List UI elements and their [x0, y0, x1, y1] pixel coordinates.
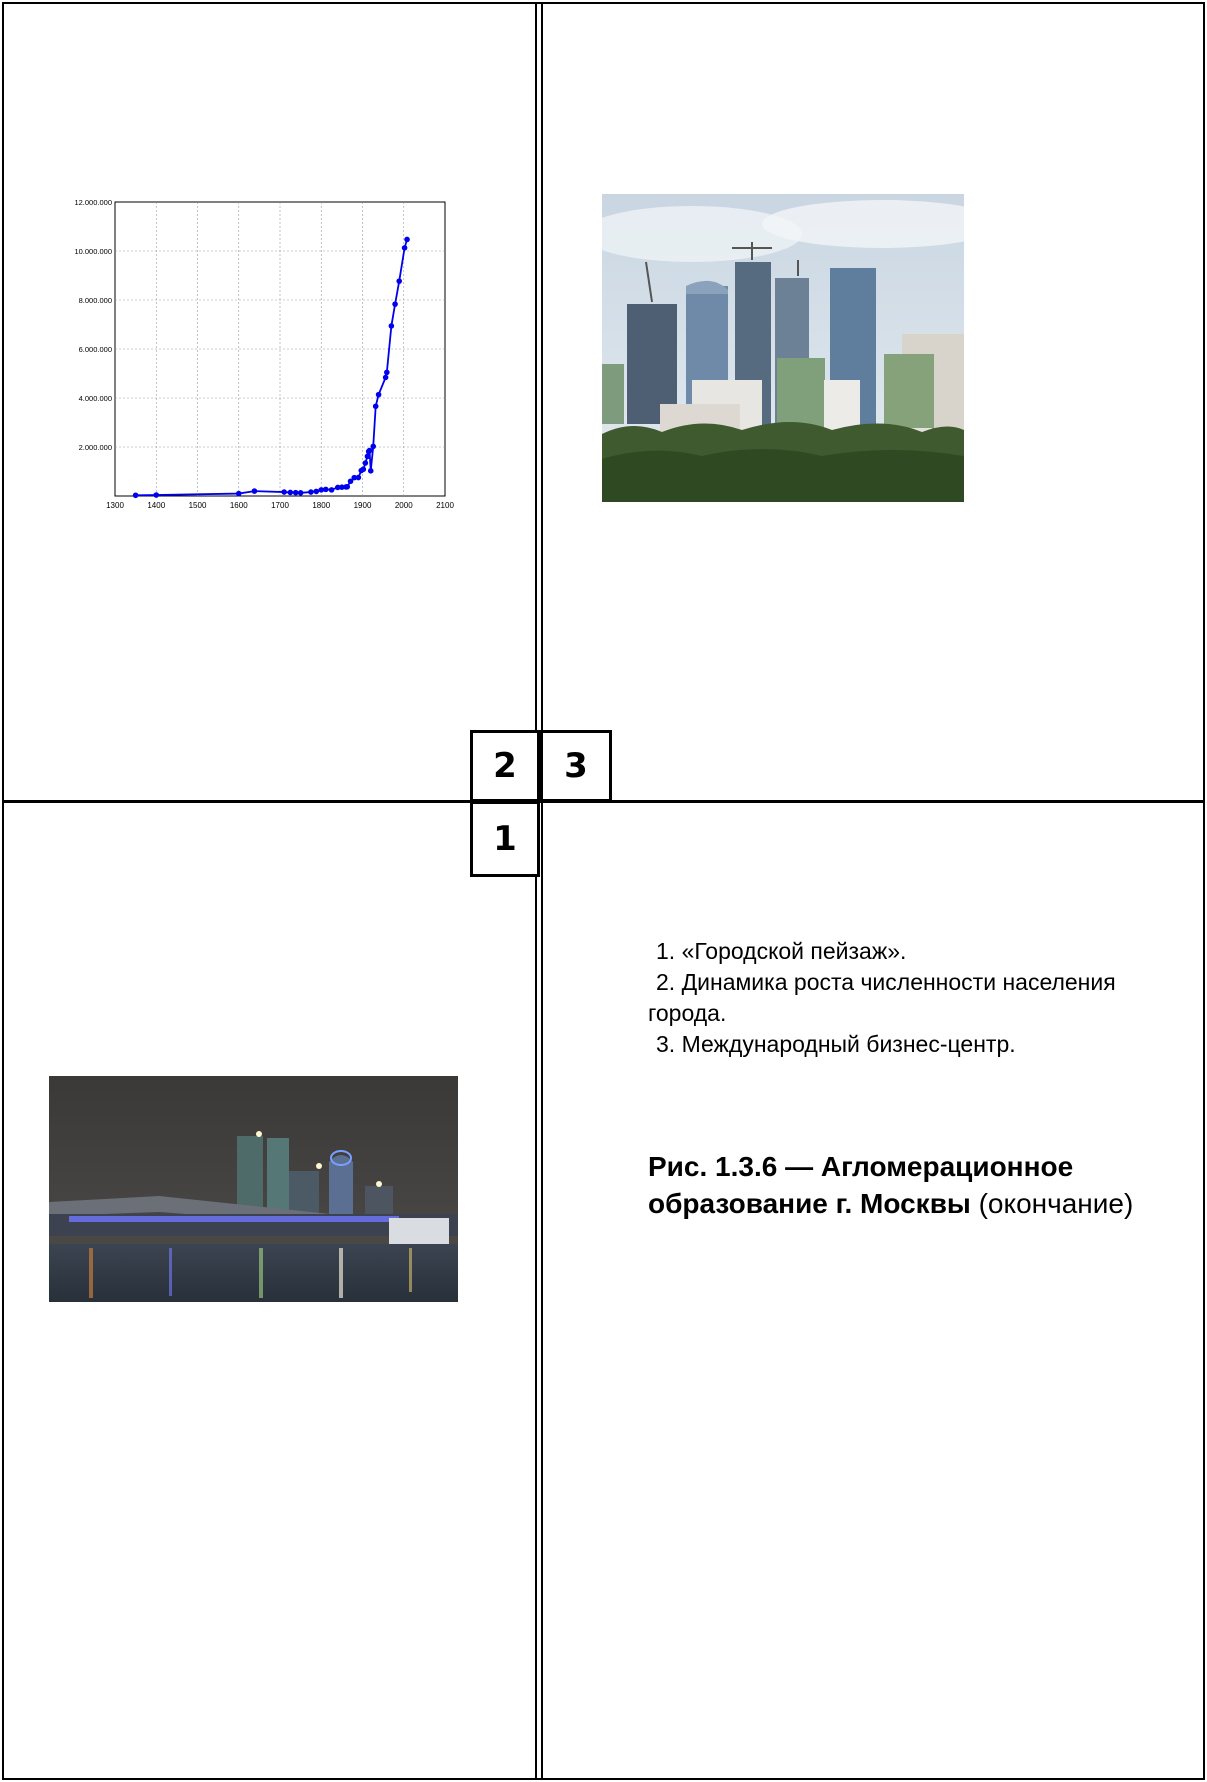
data-point — [328, 487, 335, 493]
city-landscape-night-photo — [49, 1076, 458, 1302]
data-point — [308, 489, 314, 495]
data-point — [404, 236, 410, 243]
data-point — [362, 460, 369, 466]
data-point — [334, 484, 341, 491]
data-point — [344, 483, 351, 490]
data-point — [382, 374, 389, 381]
data-point — [313, 488, 320, 495]
data-point — [318, 487, 325, 493]
x-tick-label: 1400 — [147, 501, 165, 510]
data-point — [251, 488, 258, 494]
panel-number-1: 1 — [470, 801, 540, 877]
y-tick-label: 4.000.000 — [79, 394, 112, 403]
business-center-day-photo — [602, 194, 964, 502]
data-point — [396, 278, 403, 284]
x-tick-label: 2100 — [436, 501, 454, 510]
data-point — [281, 489, 287, 495]
caption-item-3: 3. Международный бизнес-центр. — [656, 1031, 1016, 1057]
x-tick-label: 1500 — [189, 501, 207, 510]
data-point — [375, 391, 382, 398]
x-tick-label: 1600 — [230, 501, 248, 510]
population-growth-chart: 1300 1400 1500 1600 1700 1800 1900 2000 2100 2.00… — [74, 198, 454, 510]
data-point — [153, 492, 160, 498]
data-point — [364, 453, 371, 460]
figure-title-bold: Рис. 1.3.6 — Агломерационное образование… — [648, 1151, 1074, 1219]
data-point — [355, 474, 362, 481]
vertical-divider-left — [535, 2, 537, 1780]
vertical-divider-right — [541, 2, 543, 1780]
panel-number-1-text: 1 — [493, 819, 517, 859]
data-point — [132, 492, 139, 499]
x-tick-label: 1900 — [354, 501, 372, 510]
data-point — [322, 486, 329, 493]
figure-title: Рис. 1.3.6 — Агломерационное образование… — [648, 1148, 1196, 1222]
data-point — [384, 369, 390, 376]
y-tick-label: 10.000.000 — [74, 247, 112, 256]
x-tick-label: 2000 — [395, 501, 413, 510]
data-point — [292, 489, 299, 496]
caption-item-2-line1: 2. Динамика роста численности населения — [656, 969, 1116, 995]
caption-item-1: 1. «Городской пейзаж». — [656, 938, 907, 964]
data-point — [360, 466, 367, 473]
data-point — [351, 474, 358, 481]
data-point — [347, 478, 354, 485]
data-point — [372, 403, 379, 410]
data-point — [392, 301, 398, 307]
data-point — [339, 484, 345, 490]
caption-item-2-line2: города. — [648, 1000, 727, 1026]
panel-number-3-text: 3 — [564, 746, 588, 786]
data-point — [287, 489, 294, 496]
figure-title-normal: (окончание) — [978, 1188, 1134, 1219]
caption-list: 1. «Городской пейзаж». 2. Динамика роста… — [648, 936, 1196, 1060]
panel-number-2-text: 2 — [493, 746, 517, 786]
data-point — [235, 490, 242, 497]
x-tick-label: 1700 — [271, 501, 289, 510]
y-tick-label: 6.000.000 — [79, 345, 112, 354]
panel-number-2: 2 — [470, 730, 540, 802]
chart-ticks: 1300 1400 1500 1600 1700 1800 1900 2000 2100 2.00… — [74, 198, 454, 510]
chart-grid — [114, 201, 446, 497]
data-point — [366, 447, 373, 454]
panel-number-3: 3 — [540, 730, 612, 802]
data-point — [297, 490, 304, 496]
chart-series — [132, 236, 410, 499]
x-tick-label: 1800 — [312, 501, 330, 510]
x-tick-label: 1300 — [106, 501, 124, 510]
data-point — [388, 323, 395, 329]
y-tick-label: 12.000.000 — [74, 198, 112, 207]
data-point — [401, 245, 408, 251]
y-tick-label: 8.000.000 — [79, 296, 112, 305]
data-point — [370, 443, 377, 450]
y-tick-label: 2.000.000 — [79, 443, 112, 452]
data-point — [367, 468, 374, 474]
